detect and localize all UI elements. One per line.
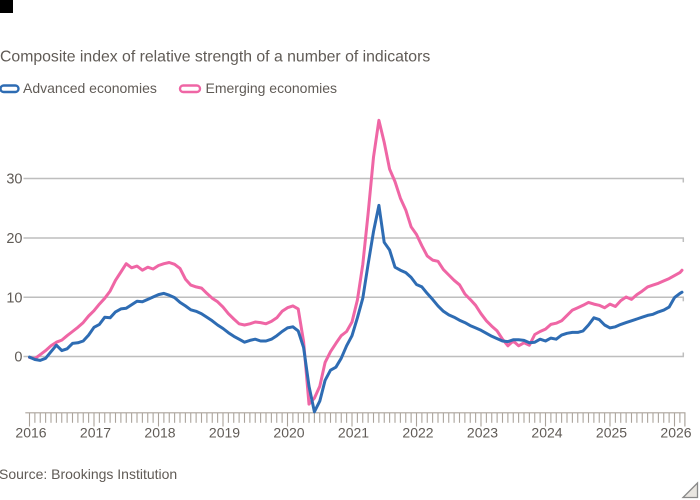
svg-text:20: 20 bbox=[6, 231, 22, 247]
svg-text:2019: 2019 bbox=[209, 425, 240, 441]
svg-text:2017: 2017 bbox=[80, 425, 111, 441]
svg-text:Advanced economies: Advanced economies bbox=[23, 80, 157, 96]
svg-text:10: 10 bbox=[6, 290, 22, 306]
svg-text:Emerging economies: Emerging economies bbox=[206, 80, 338, 96]
svg-text:0: 0 bbox=[14, 350, 22, 366]
svg-text:Source: Brookings Institution: Source: Brookings Institution bbox=[0, 466, 177, 482]
svg-text:30: 30 bbox=[6, 172, 22, 188]
svg-text:2018: 2018 bbox=[144, 425, 175, 441]
svg-text:2021: 2021 bbox=[338, 425, 369, 441]
svg-text:2024: 2024 bbox=[531, 425, 562, 441]
svg-text:2026: 2026 bbox=[660, 425, 691, 441]
svg-text:2020: 2020 bbox=[273, 425, 304, 441]
svg-text:2022: 2022 bbox=[402, 425, 433, 441]
svg-text:2025: 2025 bbox=[596, 425, 627, 441]
svg-text:2016: 2016 bbox=[15, 425, 46, 441]
svg-text:Composite index of relative st: Composite index of relative strength of … bbox=[0, 49, 430, 66]
svg-text:2023: 2023 bbox=[467, 425, 498, 441]
